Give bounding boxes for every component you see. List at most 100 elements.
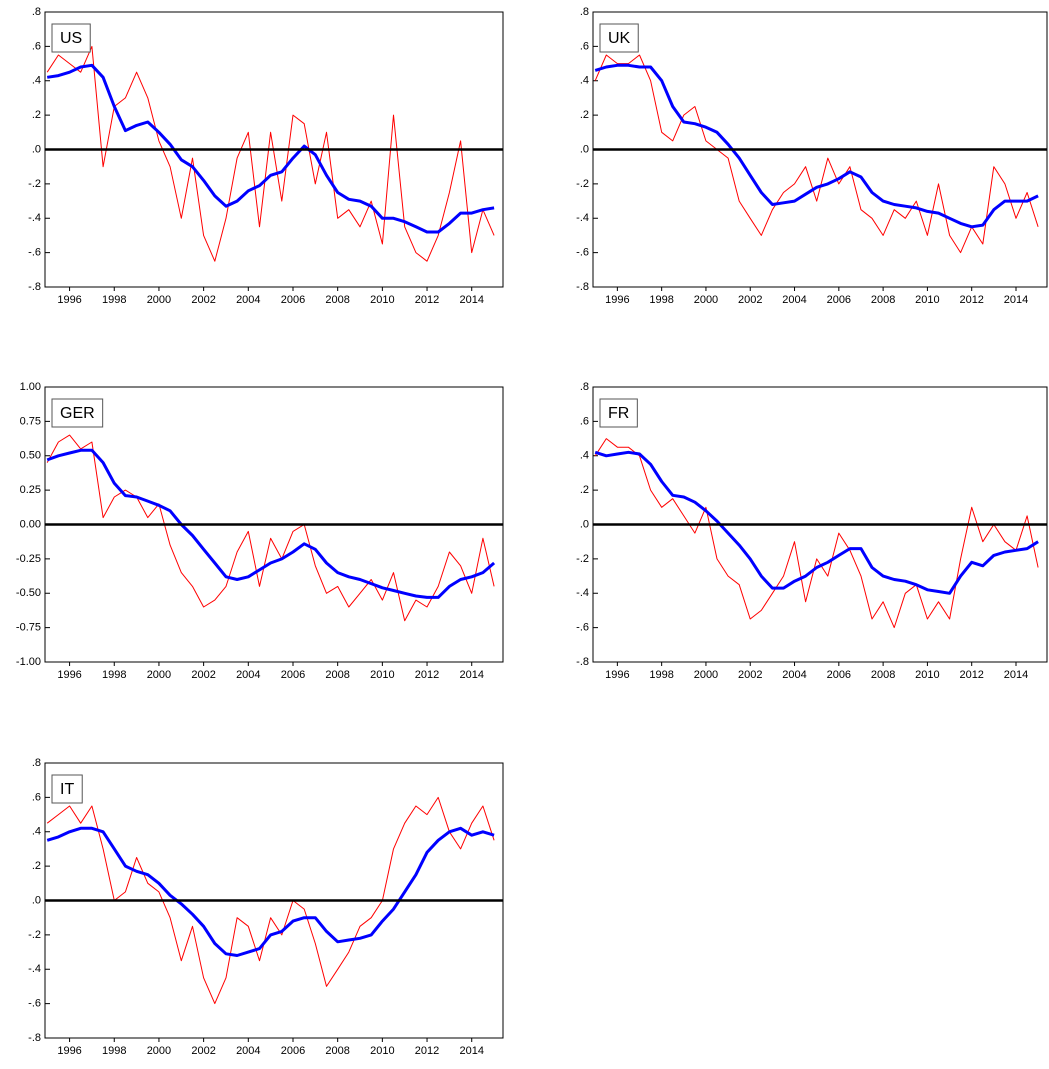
x-tick-label: 2000 [694,669,718,681]
x-tick-label: 2004 [236,294,260,306]
x-tick-label: 2004 [782,294,806,306]
x-tick-label: 2006 [827,294,851,306]
series-line [594,450,1039,595]
y-tick-label: .2 [32,109,41,121]
y-tick-label: -.4 [28,963,41,975]
x-tick-label: 1996 [57,294,81,306]
title-box [599,23,639,53]
series-line [46,796,495,1005]
x-tick-label: 2006 [281,669,305,681]
y-tick-label: .4 [580,75,589,87]
y-tick-label: .2 [580,109,589,121]
x-tick-label: 2012 [959,294,983,306]
y-tick-label: -.4 [576,587,589,599]
y-tick-label: .0 [32,143,41,155]
x-tick-label: 2002 [191,669,215,681]
x-tick-label: 2000 [147,669,171,681]
panel-title: FR [608,405,629,422]
y-tick-label: -.6 [28,247,41,259]
x-tick-label: 2010 [370,294,394,306]
y-tick-label: .6 [32,40,41,52]
y-tick-label: -.2 [576,553,589,565]
x-tick-label: 2008 [871,294,895,306]
x-tick-label: 1998 [102,294,126,306]
x-tick-label: 2004 [236,1045,260,1057]
y-tick-label: -.8 [576,281,589,293]
x-tick-label: 2000 [694,294,718,306]
x-tick-label: 2014 [1004,669,1028,681]
x-tick-label: 2000 [147,294,171,306]
title-box [51,398,104,428]
x-tick-label: 2010 [370,1045,394,1057]
x-tick-label: 2010 [370,669,394,681]
y-tick-label: .4 [32,75,41,87]
y-tick-label: -0.75 [16,622,41,634]
panel-title: US [60,30,82,47]
y-tick-label: .0 [580,143,589,155]
series-line [46,45,495,262]
x-tick-label: 2000 [147,1045,171,1057]
series-line [46,434,495,622]
y-tick-label: .8 [32,6,41,18]
title-box [599,398,638,428]
y-tick-label: .2 [32,860,41,872]
x-tick-label: 2012 [415,1045,439,1057]
x-tick-label: 1996 [57,1045,81,1057]
x-tick-label: 1996 [57,669,81,681]
x-tick-label: 1998 [102,1045,126,1057]
y-tick-label: -.6 [576,622,589,634]
y-tick-label: .8 [32,757,41,769]
y-tick-label: .2 [580,484,589,496]
x-tick-label: 2014 [459,1045,483,1057]
y-tick-label: -0.25 [16,553,41,565]
panel-title: IT [60,781,74,798]
x-tick-label: 2008 [325,1045,349,1057]
y-tick-label: 0.00 [20,518,41,530]
y-tick-label: .8 [580,381,589,393]
title-box [51,774,83,804]
series-line [46,448,496,599]
series-line [594,438,1039,629]
panel: .8 .6 .4 .2 .0 -.2 -.4 -.6 -.8 1996 1998 2000 2002 20… [28,6,504,306]
x-tick-label: 2012 [959,669,983,681]
y-tick-label: -.8 [28,1032,41,1044]
x-tick-label: 2002 [191,294,215,306]
panel: .8 .6 .4 .2 .0 -.2 -.4 -.6 -.8 1996 1998 2000 2002 20… [576,381,1048,681]
x-tick-label: 2014 [459,294,483,306]
y-tick-label: .4 [580,450,589,462]
x-tick-label: 1996 [605,669,629,681]
x-tick-label: 2006 [281,294,305,306]
y-tick-label: -.2 [28,178,41,190]
x-tick-label: 2002 [191,1045,215,1057]
series-line [46,63,495,234]
title-box [51,23,91,53]
y-tick-label: .4 [32,826,41,838]
y-tick-label: -.4 [28,212,41,224]
x-tick-label: 2004 [236,669,260,681]
y-tick-label: .6 [580,415,589,427]
y-tick-label: .0 [580,518,589,530]
panel-title: GER [60,405,95,422]
x-tick-label: 1998 [649,294,673,306]
x-tick-label: 2010 [915,294,939,306]
x-tick-label: 2008 [325,669,349,681]
x-tick-label: 2008 [325,294,349,306]
y-tick-label: 1.00 [20,381,41,393]
x-tick-label: 2012 [415,669,439,681]
y-tick-label: 0.25 [20,484,41,496]
y-tick-label: -0.50 [16,587,41,599]
y-tick-label: -.8 [28,281,41,293]
y-tick-label: -.8 [576,656,589,668]
x-tick-label: 2012 [415,294,439,306]
series-line [594,54,1039,254]
y-tick-label: -.6 [28,998,41,1010]
x-tick-label: 2004 [782,669,806,681]
panel: .8 .6 .4 .2 .0 -.2 -.4 -.6 -.8 1996 1998 2000 2002 20… [28,757,504,1057]
panel-title: UK [608,30,631,47]
x-tick-label: 2002 [738,294,762,306]
y-tick-label: 0.75 [20,415,41,427]
y-tick-label: -.2 [576,178,589,190]
panel: .8 .6 .4 .2 .0 -.2 -.4 -.6 -.8 1996 1998 2000 2002 20… [576,6,1048,306]
x-tick-label: 2014 [1004,294,1028,306]
x-tick-label: 1998 [649,669,673,681]
